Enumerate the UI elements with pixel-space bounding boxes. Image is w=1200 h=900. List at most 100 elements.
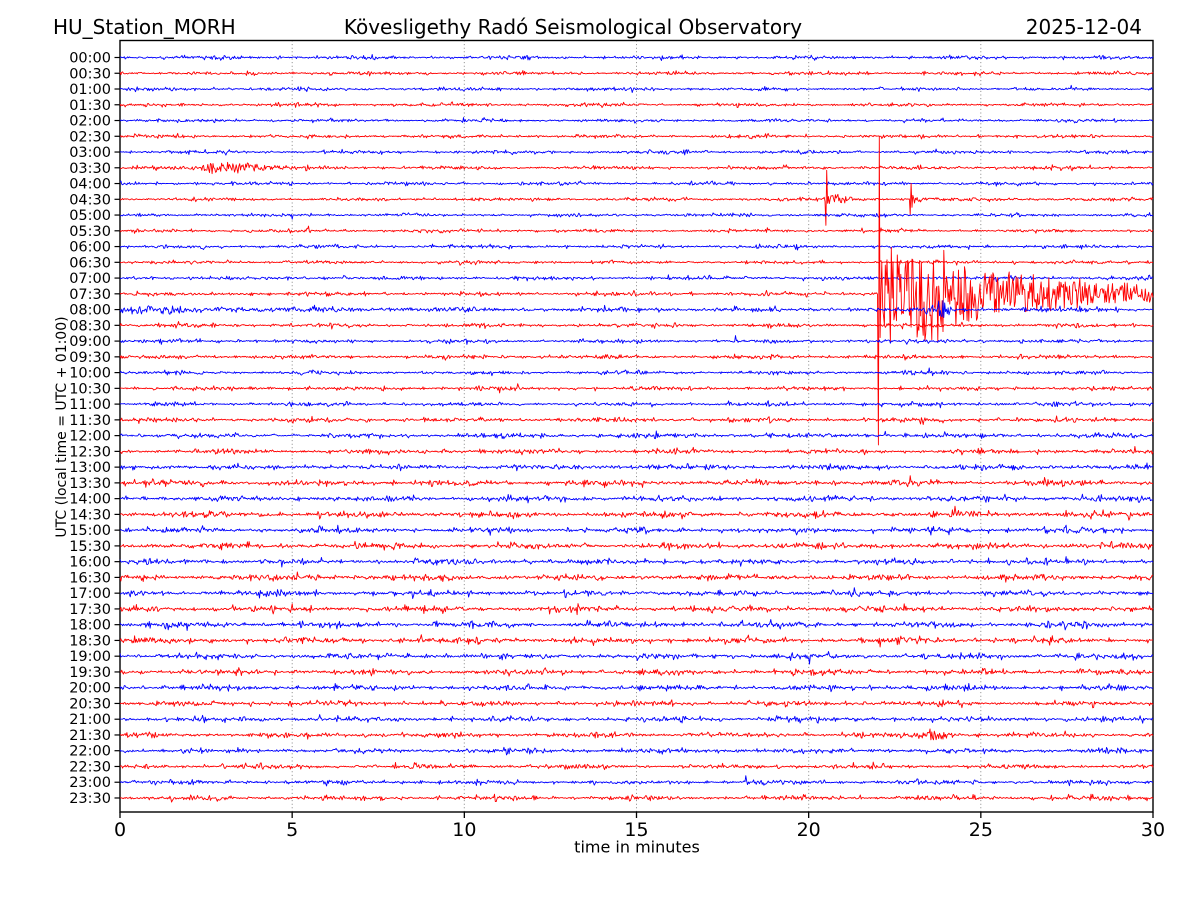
row-label-04:00: 04:00 [69,177,111,193]
trace-12:30 [119,446,1154,456]
row-label-11:30: 11:30 [69,413,111,429]
row-label-01:00: 01:00 [69,82,111,98]
row-label-12:00: 12:00 [69,429,111,445]
trace-01:00 [119,84,1154,93]
row-label-02:00: 02:00 [69,114,111,130]
trace-23:00 [119,775,1154,787]
trace-14:30 [119,505,1154,521]
figure-title: Kövesligethy Radó Seismological Observat… [343,15,803,39]
row-label-18:30: 18:30 [69,633,111,649]
row-label-17:00: 17:00 [69,586,111,602]
station-name: HU_Station_MORH [53,15,236,39]
trace-15:00 [119,524,1154,536]
x-tick-label-5: 5 [286,819,298,841]
row-label-20:30: 20:30 [69,696,111,712]
trace-17:30 [119,603,1154,616]
trace-11:30 [119,415,1154,425]
row-label-23:00: 23:00 [69,775,111,791]
row-label-21:30: 21:30 [69,728,111,744]
trace-21:00 [119,714,1154,724]
row-label-00:00: 00:00 [69,51,111,67]
row-label-02:30: 02:30 [69,129,111,145]
row-label-22:00: 22:00 [69,744,111,760]
trace-16:00 [119,556,1154,568]
trace-20:00 [119,682,1154,693]
trace-12:00 [119,430,1154,440]
row-label-15:30: 15:30 [69,539,111,555]
row-label-00:30: 00:30 [69,66,111,82]
row-label-15:00: 15:00 [69,523,111,539]
trace-03:00 [119,148,1154,156]
x-tick-label-25: 25 [969,819,993,841]
row-label-05:00: 05:00 [69,208,111,224]
row-label-20:00: 20:00 [69,681,111,697]
trace-07:30 [119,135,1154,446]
row-label-11:00: 11:00 [69,397,111,413]
trace-06:30 [119,259,1154,266]
row-label-16:30: 16:30 [69,570,111,586]
row-label-10:00: 10:00 [69,366,111,382]
trace-22:00 [119,746,1153,756]
trace-07:00 [119,274,1154,282]
row-label-22:30: 22:30 [69,759,111,775]
trace-17:00 [119,587,1154,599]
trace-09:30 [119,353,1154,361]
row-label-07:30: 07:30 [69,287,111,303]
row-label-06:00: 06:00 [69,240,111,256]
trace-20:30 [119,699,1154,709]
row-label-21:00: 21:00 [69,712,111,728]
row-label-17:30: 17:30 [69,602,111,618]
trace-01:30 [119,101,1154,108]
trace-18:00 [119,619,1154,631]
trace-08:00 [119,300,1154,318]
trace-06:00 [119,243,1154,251]
row-label-08:30: 08:30 [69,318,111,334]
trace-09:00 [119,335,1154,345]
trace-02:00 [119,117,1154,124]
row-label-09:30: 09:30 [69,350,111,366]
trace-14:00 [119,493,1154,504]
trace-13:30 [119,475,1153,488]
trace-10:00 [119,367,1154,377]
x-tick-label-30: 30 [1141,819,1165,841]
date-label: 2025-12-04 [1025,15,1142,39]
trace-04:30 [119,169,1154,226]
x-tick-label-10: 10 [452,819,476,841]
row-label-13:00: 13:00 [69,460,111,476]
row-label-18:00: 18:00 [69,618,111,634]
trace-00:00 [120,54,1154,61]
x-tick-label-15: 15 [624,819,648,841]
row-label-03:30: 03:30 [69,161,111,177]
row-label-01:30: 01:30 [69,98,111,114]
trace-19:30 [119,667,1154,677]
trace-02:30 [119,132,1154,140]
trace-13:00 [119,462,1154,472]
trace-00:30 [119,70,1154,77]
trace-23:30 [119,793,1154,803]
row-label-14:00: 14:00 [69,492,111,508]
row-label-12:30: 12:30 [69,444,111,460]
trace-15:30 [119,540,1154,551]
row-label-16:00: 16:00 [69,555,111,571]
row-label-05:30: 05:30 [69,224,111,240]
row-label-04:30: 04:30 [69,192,111,208]
row-label-03:00: 03:00 [69,145,111,161]
trace-08:30 [119,321,1154,330]
trace-05:30 [119,225,1154,234]
trace-05:00 [119,212,1154,220]
x-tick-label-20: 20 [797,819,821,841]
trace-04:00 [119,180,1154,187]
row-label-13:30: 13:30 [69,476,111,492]
trace-18:30 [119,634,1154,648]
row-label-07:00: 07:00 [69,271,111,287]
row-label-19:30: 19:30 [69,665,111,681]
row-label-06:30: 06:30 [69,255,111,271]
row-label-10:30: 10:30 [69,381,111,397]
x-tick-label-0: 0 [114,819,126,841]
trace-19:00 [119,651,1154,665]
trace-21:30 [119,728,1154,741]
trace-11:00 [119,400,1154,409]
trace-16:30 [119,571,1154,583]
